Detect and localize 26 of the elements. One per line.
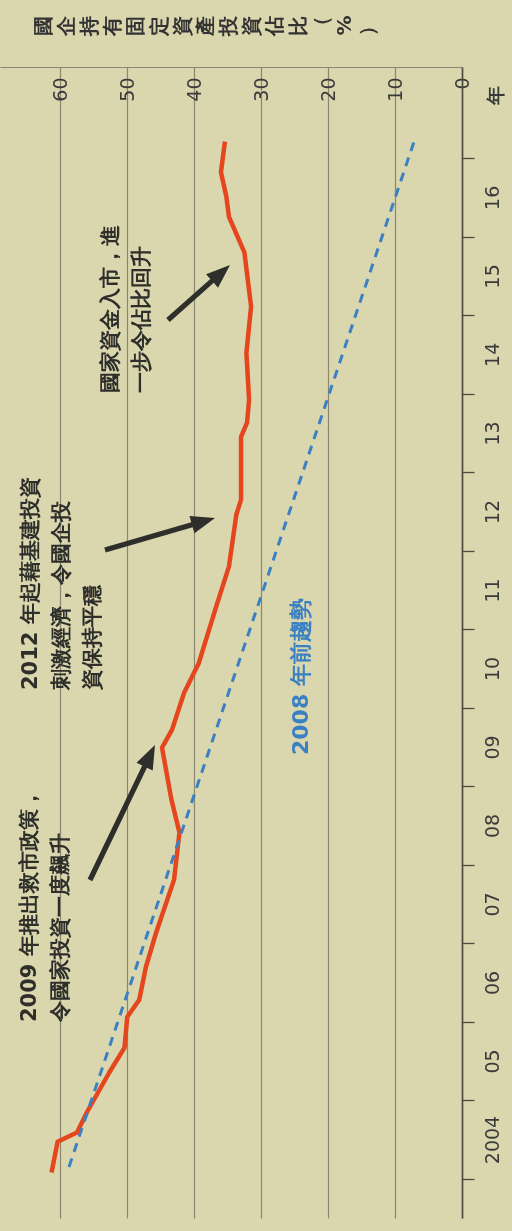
x-tick-label: 20	[316, 77, 339, 102]
text: 2008 年前趨勢	[288, 598, 313, 755]
x-tick-label: 30	[249, 77, 272, 102]
annotation: 2012 年起藉基建投資刺激經濟，令國企投資保持平穩	[18, 477, 104, 691]
y-tick-label: 08	[480, 813, 503, 839]
annotation: 2009 年推出救市政策，令國家投資一度飆升	[17, 788, 72, 1023]
y-tick-label: 16	[480, 185, 503, 210]
y-tick-label: 11	[480, 578, 503, 603]
y-tick-label: 10	[480, 656, 503, 681]
y-tick-label: 06	[480, 970, 503, 996]
y-tick-label: 09	[480, 735, 503, 760]
y-tick-label: 13	[480, 421, 503, 446]
x-tick-label: 10	[383, 77, 406, 102]
y-tick-label: 05	[480, 1049, 503, 1074]
y-tick-label: 12	[480, 499, 503, 524]
x-tick-label: 40	[182, 77, 205, 102]
annotation: 國家資金入市，進一步令佔比回升	[98, 225, 153, 393]
y-tick-label: 15	[480, 264, 503, 289]
x-tick-label: 60	[48, 77, 71, 102]
line-series	[49, 139, 254, 1175]
x-tick-label: 50	[115, 77, 138, 102]
y-tick-label: 14	[480, 342, 503, 367]
y-axis-title: 年	[483, 86, 506, 106]
text: 國企持有固定資產投資佔比（%）	[30, 15, 380, 36]
y-tick-label: 2004	[480, 1115, 503, 1165]
y-tick-label: 07	[480, 892, 503, 917]
